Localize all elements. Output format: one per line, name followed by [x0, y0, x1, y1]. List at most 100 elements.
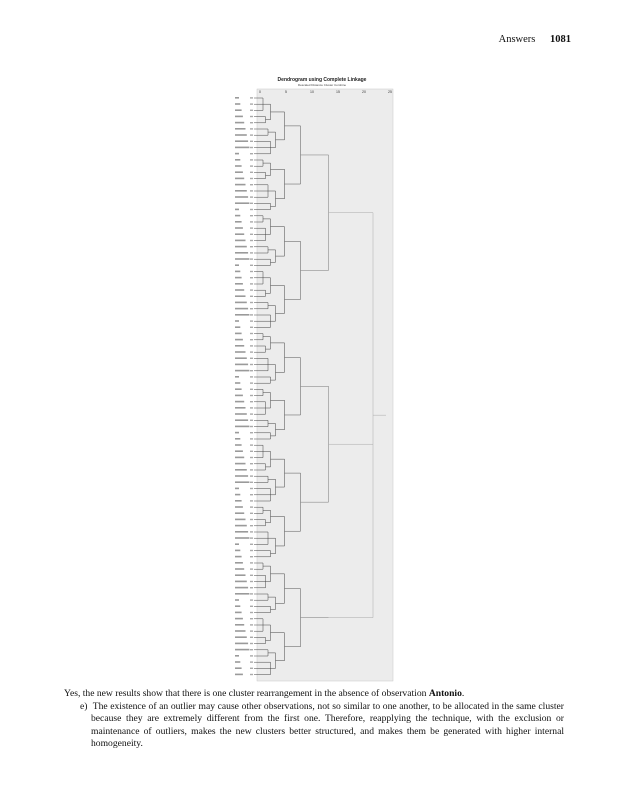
leaf-label-mark [235, 425, 250, 428]
leaf-label-mark [235, 245, 247, 248]
leaf-index-mark [250, 580, 253, 583]
leaf-index-mark [250, 611, 253, 614]
leaf-index-mark [250, 512, 253, 514]
leaf-label-mark [235, 636, 247, 638]
leaf-label-mark [235, 270, 241, 273]
leaf-index-mark [250, 289, 253, 291]
leaf-label-mark [235, 617, 243, 620]
leaf-index-mark [250, 190, 253, 192]
leaf-label-mark [235, 283, 243, 285]
highlighted-observation: Antonio [428, 688, 462, 699]
leaf-label-mark [235, 332, 242, 335]
leaf-index-mark [250, 103, 253, 105]
leaf-label-mark [235, 481, 250, 483]
leaf-index-mark [250, 438, 253, 440]
leaf-index-mark [250, 481, 253, 483]
leaf-index-mark [250, 419, 253, 421]
leaf-label-mark [235, 382, 241, 384]
leaf-label-mark [235, 103, 241, 105]
leaf-index-mark [250, 463, 253, 465]
scale-tick-label: 15 [336, 90, 340, 94]
scale-tick-label: 5 [285, 90, 287, 94]
leaf-index-mark [250, 208, 253, 211]
leaf-label-mark [235, 562, 243, 564]
leaf-label-mark [235, 655, 239, 657]
leaf-index-mark [250, 153, 253, 155]
leaf-label-mark [235, 320, 239, 322]
answer-paragraph: Yes, the new results show that there is … [64, 688, 564, 700]
list-item-label: e) [80, 701, 88, 713]
leaf-label-mark [235, 462, 246, 465]
leaf-index-mark [250, 332, 253, 335]
leaf-index-mark [250, 115, 253, 118]
leaf-index-mark [250, 673, 253, 676]
leaf-label-mark [235, 667, 242, 669]
plot-area [256, 88, 394, 682]
leaf-index-mark [250, 655, 253, 657]
leaf-label-mark [235, 456, 245, 459]
scale-tick-label: 25 [388, 90, 392, 94]
leaf-index-mark [250, 295, 253, 297]
leaf-label-mark [235, 190, 247, 192]
leaf-label-mark [235, 121, 245, 124]
leaf-label-mark [235, 586, 249, 589]
leaf-label-mark [235, 177, 245, 180]
leaf-label-mark [235, 524, 247, 527]
leaf-label-mark [235, 624, 245, 626]
leaf-index-mark [250, 159, 253, 161]
leaf-index-mark [250, 339, 253, 341]
leaf-label-mark [235, 146, 250, 149]
list-item-text: The existence of an outlier may cause ot… [91, 701, 564, 749]
leaf-label-mark [235, 673, 243, 676]
leaf-label-mark [235, 196, 249, 198]
leaf-label-mark [235, 661, 241, 663]
answer-text-punct: . [461, 688, 465, 699]
leaf-label-mark [235, 289, 245, 291]
leaf-label-mark [235, 394, 243, 397]
leaf-label-mark [235, 400, 245, 403]
dendrogram-title: Dendrogram using Complete Linkage [277, 77, 367, 83]
leaf-label-mark [235, 97, 239, 99]
leaf-index-mark [250, 258, 253, 260]
leaf-index-mark [250, 630, 253, 632]
leaf-label-mark [235, 500, 242, 502]
leaf-index-mark [250, 320, 253, 322]
leaf-index-mark [250, 401, 253, 403]
leaf-index-mark [250, 543, 253, 545]
leaf-label-mark [235, 512, 245, 514]
leaf-label-mark [235, 568, 245, 570]
leaf-label-mark [235, 388, 242, 390]
leaf-index-mark [250, 500, 253, 502]
leaf-label-mark [235, 345, 245, 347]
leaf-label-mark [235, 407, 246, 409]
leaf-index-mark [250, 605, 253, 607]
leaf-index-mark [250, 370, 253, 372]
leaf-label-mark [235, 115, 243, 118]
leaf-index-mark [250, 196, 253, 198]
leaf-label-mark [235, 233, 245, 235]
leaf-index-mark [250, 537, 253, 539]
scale-tick-label: 20 [362, 90, 366, 94]
leaf-label-mark [235, 363, 249, 366]
leaf-index-mark [250, 128, 253, 130]
leaf-index-mark [250, 233, 253, 235]
leaf-index-mark [250, 122, 253, 124]
leaf-index-mark [250, 425, 253, 428]
leaf-index-mark [250, 345, 253, 347]
leaf-label-mark [235, 419, 249, 421]
leaf-label-mark [235, 531, 249, 533]
leaf-index-mark [250, 283, 253, 285]
leaf-label-mark [235, 413, 247, 415]
leaf-index-mark [250, 407, 253, 409]
leaf-index-mark [250, 308, 253, 310]
leaf-label-mark [235, 338, 243, 341]
leaf-label-mark [235, 307, 249, 310]
leaf-index-mark [250, 227, 253, 229]
leaf-label-mark [235, 469, 247, 471]
leaf-label-mark [235, 314, 250, 316]
leaf-label-mark [235, 537, 250, 539]
leaf-label-mark [235, 648, 250, 651]
leaf-label-mark [235, 518, 246, 521]
leaf-index-mark [250, 202, 253, 204]
leaf-index-mark [250, 270, 253, 273]
